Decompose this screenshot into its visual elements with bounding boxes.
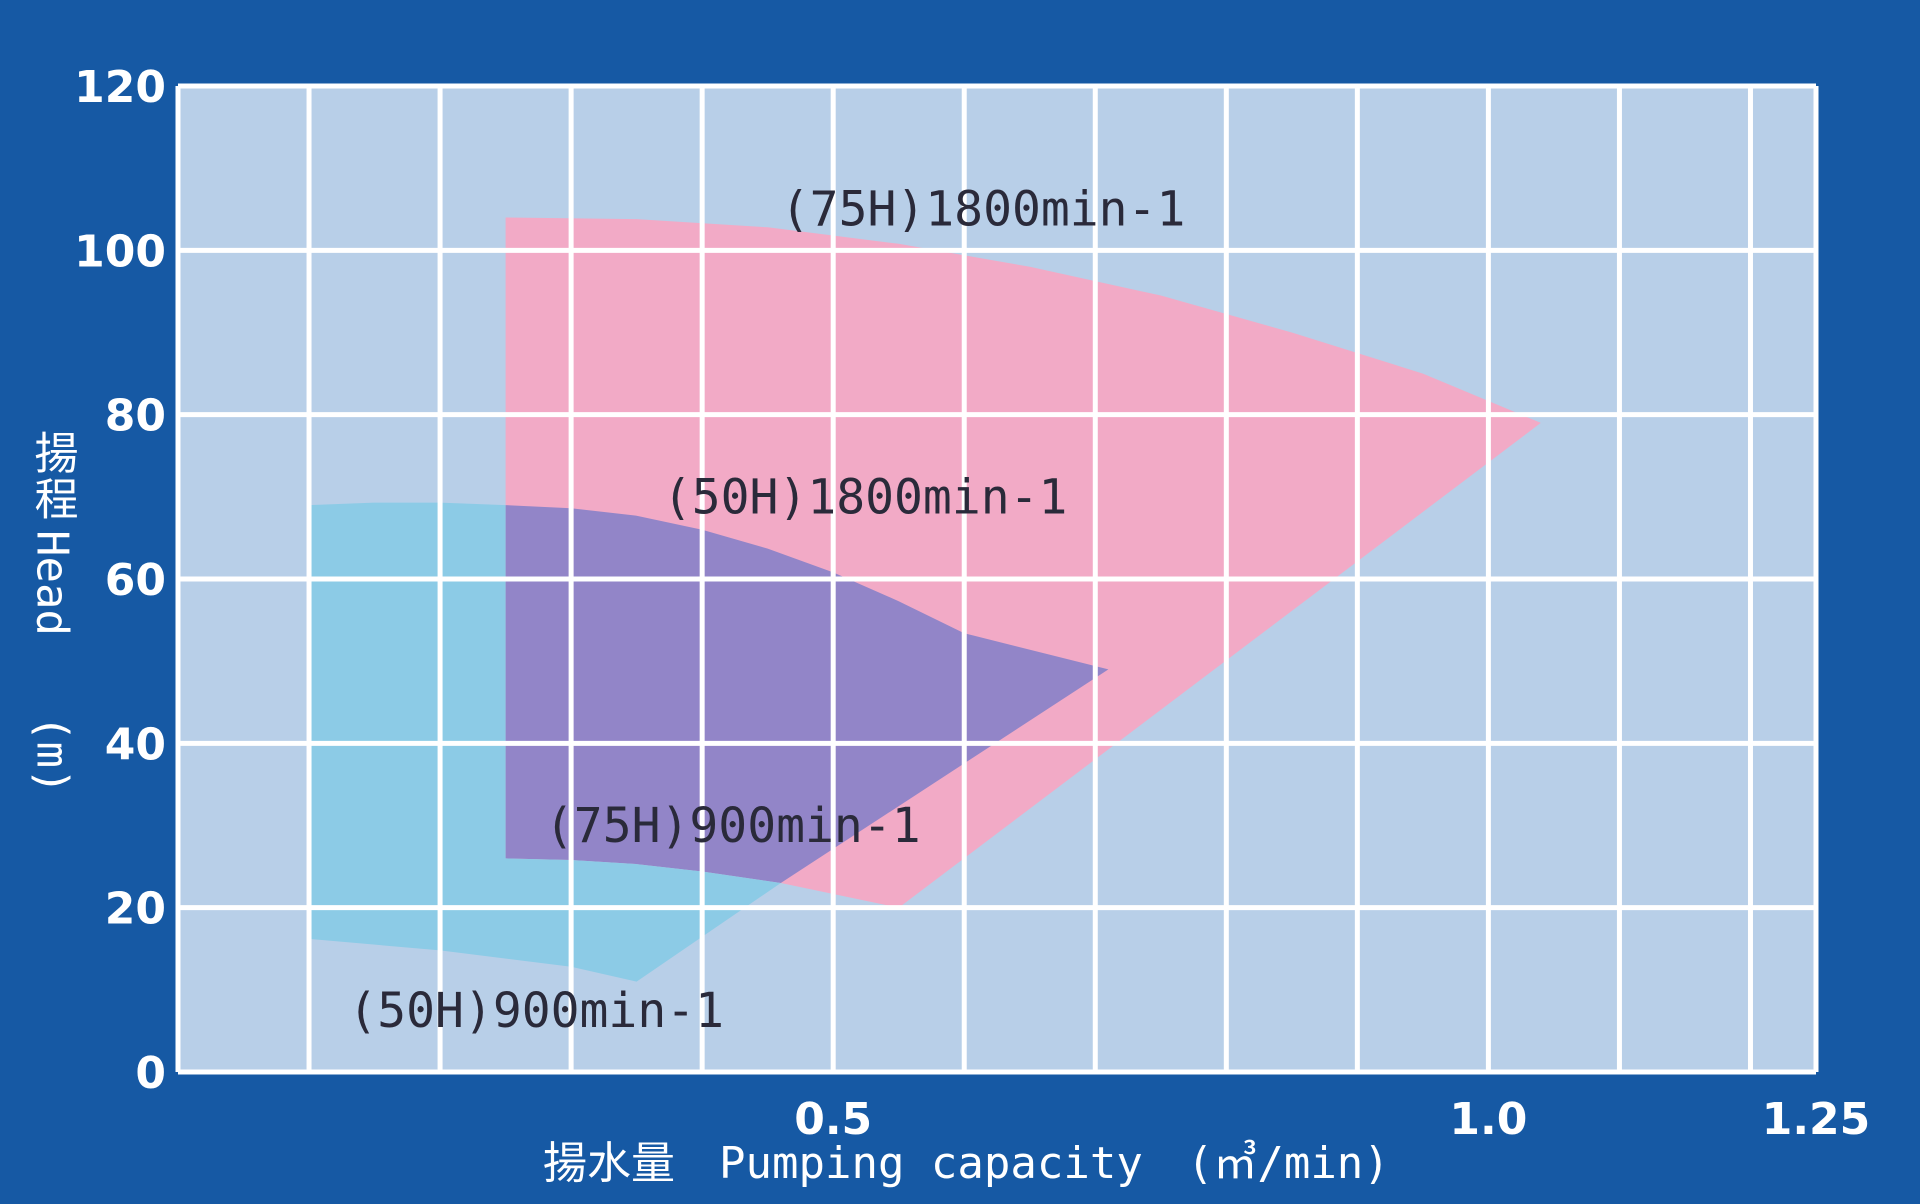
region-label-1: (75H)1800min-1 (781, 182, 1186, 238)
region-label-3: (75H)900min-1 (545, 798, 921, 854)
grid-lines (175, 83, 1819, 1075)
x-tick-label: 0.5 (794, 1094, 872, 1145)
y-tick-label: 0 (135, 1048, 166, 1099)
y-tick-label: 60 (105, 555, 166, 606)
y-axis-title-en: Head (27, 530, 78, 636)
y-tick-label: 80 (105, 391, 166, 442)
region-label-2: (50H)1800min-1 (663, 469, 1068, 525)
y-tick-label: 40 (105, 719, 166, 770)
x-axis-ticks: 0.5 1.0 1.25 (794, 1094, 1870, 1145)
region-label-4: (50H)900min-1 (348, 983, 724, 1039)
region-2 (505, 505, 1109, 883)
y-axis-title: 揚程 Head (m) (27, 430, 78, 794)
x-tick-label: 1.0 (1449, 1094, 1527, 1145)
y-axis-ticks: 0 20 40 60 80 100 120 (74, 62, 166, 1099)
y-tick-label: 100 (74, 226, 166, 277)
region-3 (309, 502, 781, 982)
y-axis-title-unit: (m) (27, 715, 78, 794)
y-tick-label: 120 (74, 62, 166, 113)
region-labels: (75H)1800min-1 (50H)1800min-1 (75H)900min-… (348, 182, 1185, 1039)
performance-regions (309, 217, 1541, 982)
x-tick-label: 1.25 (1762, 1094, 1871, 1145)
y-tick-label: 20 (105, 884, 166, 935)
y-axis-title-jp: 揚程 (27, 430, 78, 522)
x-axis-title: 揚水量 Pumping capacity (㎥/min) (543, 1138, 1390, 1189)
